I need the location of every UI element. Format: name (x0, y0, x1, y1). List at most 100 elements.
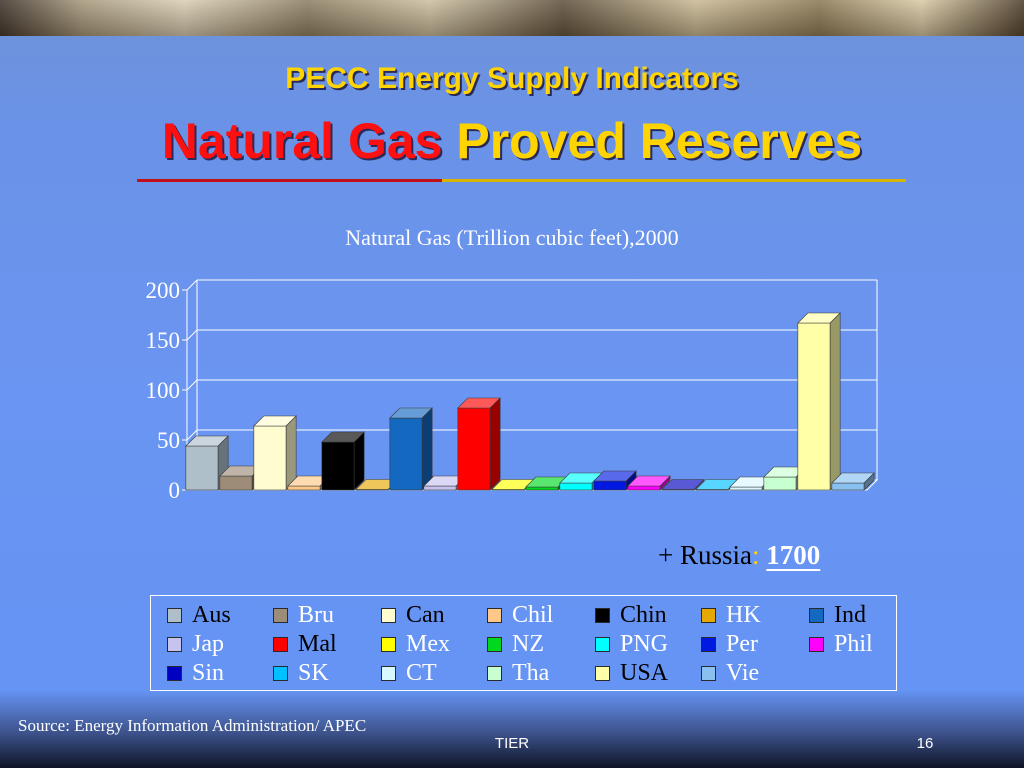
y-tick-label: 200 (146, 278, 181, 303)
legend-label: Aus (192, 601, 231, 628)
legend-label: PNG (620, 630, 669, 657)
bar-phil (627, 485, 661, 491)
legend-item-mex: Mex (381, 631, 450, 657)
bar-usa (797, 322, 831, 491)
legend-label: HK (726, 601, 761, 628)
legend-label: Tha (512, 659, 550, 686)
bar-can (253, 425, 287, 491)
legend-label: CT (406, 659, 437, 686)
legend-swatch (701, 665, 716, 681)
chart-legend: Aus Bru Can Chil Chin HK Ind Jap Mal Mex NZ PNG Per P… (150, 595, 897, 691)
legend-label: USA (620, 659, 669, 686)
footer-label: TIER (494, 735, 530, 752)
russia-note: + Russia: 1700 (658, 540, 820, 571)
legend-swatch (701, 607, 716, 623)
legend-label: Mal (298, 630, 337, 657)
legend-swatch (809, 607, 824, 623)
bar-side-ind (421, 407, 433, 491)
legend-swatch (701, 636, 716, 652)
legend-swatch (167, 607, 182, 623)
bar-bru (219, 475, 253, 491)
legend-item-tha: Tha (487, 660, 549, 686)
bar-side-usa (829, 312, 841, 491)
bar-tha (763, 476, 797, 491)
russia-label: + Russia (658, 540, 752, 570)
legend-item-sk: SK (273, 660, 329, 686)
bar-chin (321, 441, 355, 491)
legend-swatch (595, 636, 610, 652)
legend-label: Chil (512, 601, 554, 628)
y-tick-label: 150 (146, 328, 181, 353)
legend-swatch (487, 665, 502, 681)
bar-chart: 0 50 100 150 200 (146, 278, 879, 500)
legend-item-chin: Chin (595, 602, 667, 628)
legend-item-hk: HK (701, 602, 761, 628)
bar-side-chin (353, 431, 365, 491)
legend-swatch (487, 636, 502, 652)
legend-label: Sin (192, 659, 225, 686)
title-underline-red (137, 179, 442, 182)
legend-label: Phil (834, 630, 873, 657)
slide-subtitle: Natural Gas Proved Reserves (0, 112, 1024, 170)
gridline-depth (186, 279, 198, 291)
legend-item-per: Per (701, 631, 758, 657)
subtitle-natural-gas: Natural Gas (161, 113, 443, 169)
legend-label: Per (726, 630, 758, 657)
legend-swatch (273, 607, 288, 623)
bar-vie (831, 482, 865, 491)
y-tick-label: 100 (146, 378, 181, 403)
legend-item-phil: Phil (809, 631, 873, 657)
legend-label: NZ (512, 630, 544, 657)
bar-mal (457, 407, 491, 491)
legend-label: Jap (192, 630, 224, 657)
legend-label: Vie (726, 659, 760, 686)
legend-item-nz: NZ (487, 631, 544, 657)
legend-swatch (595, 665, 610, 681)
bar-side-mal (489, 397, 501, 491)
bar-chil (287, 485, 321, 491)
legend-item-mal: Mal (273, 631, 337, 657)
bar-per (593, 480, 627, 491)
legend-label: Mex (406, 630, 450, 657)
legend-item-usa: USA (595, 660, 668, 686)
legend-swatch (167, 636, 182, 652)
top-banner-image (0, 0, 1024, 36)
legend-label: Can (406, 601, 445, 628)
bar-side-phil (659, 475, 671, 491)
bar-jap (423, 485, 457, 491)
source-note: Source: Energy Information Administratio… (18, 716, 367, 735)
legend-item-ct: CT (381, 660, 437, 686)
bar-aus (185, 445, 219, 491)
y-tick-label: 50 (157, 428, 180, 453)
legend-swatch (167, 665, 182, 681)
legend-swatch (381, 665, 396, 681)
russia-value: 1700 (766, 540, 821, 570)
legend-swatch (381, 607, 396, 623)
bar-ind (389, 417, 423, 491)
title-underline-yellow (442, 179, 906, 182)
legend-label: Chin (620, 601, 667, 628)
legend-item-bru: Bru (273, 602, 334, 628)
legend-label: Ind (834, 601, 866, 628)
legend-item-png: PNG (595, 631, 668, 657)
legend-item-aus: Aus (167, 602, 231, 628)
legend-item-chil: Chil (487, 602, 553, 628)
legend-item-jap: Jap (167, 631, 224, 657)
bar-side-vie (863, 472, 875, 491)
legend-label: Bru (298, 601, 334, 628)
legend-label: SK (298, 659, 329, 686)
legend-swatch (809, 636, 824, 652)
chart-title: Natural Gas (Trillion cubic feet),2000 (345, 225, 679, 250)
legend-item-can: Can (381, 602, 445, 628)
gridline-depth (186, 329, 198, 341)
legend-item-ind: Ind (809, 602, 866, 628)
legend-swatch (381, 636, 396, 652)
legend-item-vie: Vie (701, 660, 759, 686)
bar-ct (729, 486, 763, 491)
legend-swatch (487, 607, 502, 623)
legend-swatch (273, 665, 288, 681)
gridline-depth (186, 429, 198, 441)
page-number: 16 (916, 735, 934, 752)
y-tick-label: 0 (169, 478, 181, 500)
legend-swatch (273, 636, 288, 652)
